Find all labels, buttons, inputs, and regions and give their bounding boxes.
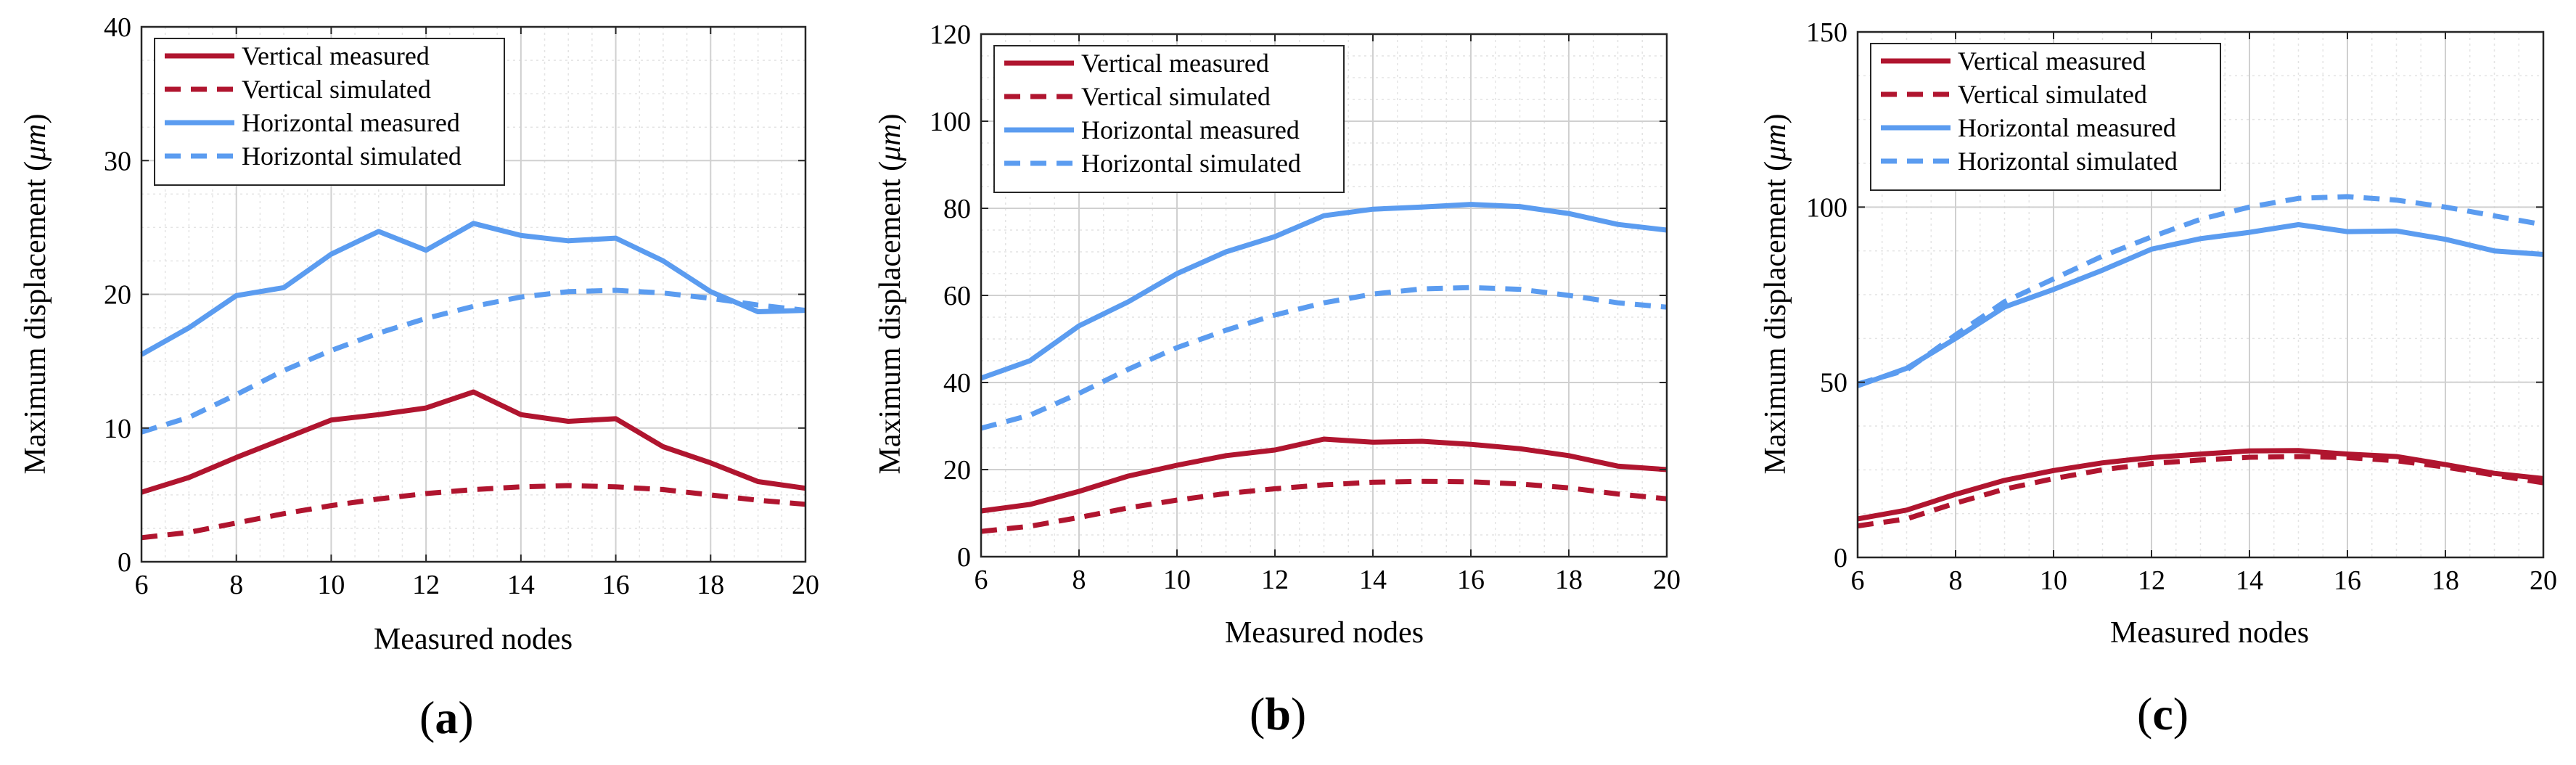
panel-b-legend-box: [993, 45, 1345, 193]
panel-c-legend-label: Vertical measured: [1958, 46, 2146, 75]
panel-a-xtick-label: 14: [507, 570, 535, 600]
panel-b-ytick-label: 60: [943, 281, 971, 311]
panel-a-legend-label: Vertical simulated: [242, 75, 431, 104]
panel-a-ytick-label: 40: [104, 12, 131, 43]
panel-a-ytick-label: 0: [118, 547, 131, 578]
panel-a: 6 8 10 12 14 16 18 20 0 10 20 30 40 Vertical measured…: [19, 12, 819, 743]
panel-a-xtick-label: 20: [792, 570, 819, 600]
panel-b-series-vertical-simulated: [980, 478, 1668, 534]
panel-a-series-vertical-measured: [140, 389, 806, 495]
panel-a-legend-label: Horizontal measured: [242, 108, 460, 137]
panel-c-series-vertical-measured: [1857, 448, 2544, 522]
panel-b-legend-label: Horizontal simulated: [1081, 149, 1301, 178]
panel-b-xtick-label: 12: [1261, 565, 1289, 595]
panel-a-label: (a): [419, 692, 474, 743]
panel-b-ytick-label: 80: [943, 194, 971, 224]
panel-c-xtick-label: 16: [2334, 565, 2361, 596]
panel-a-ytick-label: 10: [104, 414, 131, 444]
panel-a-xtick-label: 12: [412, 570, 440, 600]
panel-b-ylabel: Maximum displacement (μm): [874, 114, 907, 475]
panel-b-ytick-label: 40: [943, 368, 971, 398]
panel-b-legend-label: Horizontal measured: [1081, 115, 1300, 144]
panel-c-ytick-label: 150: [1806, 17, 1847, 48]
panel-c-ytick-label: 100: [1806, 192, 1847, 223]
panel-c: 6 8 10 12 14 16 18 20 0 50 100 150 Vertical measured…: [1759, 17, 2557, 740]
panel-c-legend-box: [1870, 43, 2221, 191]
panel-c-legend: Vertical measured Vertical simulated Horiz…: [1870, 43, 2221, 191]
panel-a-ytick-label: 30: [104, 146, 131, 176]
panel-c-xtick-label: 20: [2530, 565, 2557, 596]
panel-b-series-vertical-measured: [980, 436, 1668, 514]
panel-c-ylabel: Maximum displacement (μm): [1759, 114, 1792, 475]
panel-a-series-vertical-simulated: [141, 483, 806, 541]
panel-c-xtick-label: 6: [1851, 565, 1865, 596]
panel-a-xtick-label: 8: [229, 570, 243, 600]
panel-b-legend: Vertical measured Vertical simulated Horiz…: [993, 45, 1345, 193]
panel-c-xtick-label: 12: [2138, 565, 2165, 596]
panel-b-xtick-label: 16: [1457, 565, 1485, 595]
panel-b-ytick-label: 20: [943, 455, 971, 486]
panel-a-plot: 6 8 10 12 14 16 18 20 0 10 20 30 40 Vertical measured…: [104, 12, 819, 600]
panel-a-series-horizontal-simulated: [140, 287, 806, 435]
panel-b-ytick-label: 100: [930, 107, 971, 137]
panel-a-ticks: 6 8 10 12 14 16 18 20 0 10 20 30 40: [104, 12, 819, 600]
panel-b-xtick-label: 20: [1653, 565, 1681, 595]
panel-a-series-horizontal-measured: [140, 221, 806, 357]
panel-a-xlabel: Measured nodes: [374, 623, 573, 656]
panel-c-ticks: 6 8 10 12 14 16 18 20 0 50 100 150: [1806, 17, 2557, 596]
panel-b-legend-label: Vertical simulated: [1081, 82, 1271, 111]
panel-a-ytick-label: 20: [104, 280, 131, 311]
panel-c-series-group: [1856, 194, 2544, 529]
panel-a-legend-box: [154, 38, 505, 186]
panel-c-xlabel: Measured nodes: [2110, 616, 2309, 650]
panel-a-xtick-label: 16: [602, 570, 630, 600]
panel-b-xlabel: Measured nodes: [1225, 616, 1424, 650]
panel-a-xtick-label: 10: [317, 570, 345, 600]
panel-a-legend-label: Horizontal simulated: [242, 142, 462, 171]
panel-c-series-vertical-simulated: [1857, 454, 2544, 529]
panel-b-xtick-label: 8: [1072, 565, 1086, 595]
panel-c-xtick-label: 18: [2432, 565, 2459, 596]
panel-a-xtick-label: 18: [697, 570, 724, 600]
panel-b-xtick-label: 6: [975, 565, 988, 595]
panel-b-ytick-label: 120: [930, 20, 971, 50]
panel-c-series-horizontal-simulated: [1857, 194, 2544, 387]
panel-b-xtick-label: 18: [1555, 565, 1583, 595]
panel-c-xtick-label: 10: [2040, 565, 2067, 596]
panel-c-xtick-label: 8: [1949, 565, 1963, 596]
panel-a-legend: Vertical measured Vertical simulated Horiz…: [154, 38, 505, 186]
panel-c-legend-label: Horizontal simulated: [1958, 147, 2178, 176]
panel-b-xtick-label: 10: [1163, 565, 1191, 595]
panel-b-series-horizontal-simulated: [980, 285, 1668, 431]
panel-c-ytick-label: 0: [1834, 543, 1847, 573]
panel-c-legend-label: Vertical simulated: [1958, 80, 2147, 109]
panel-b-legend-label: Vertical measured: [1081, 49, 1269, 78]
panel-c-plot: 6 8 10 12 14 16 18 20 0 50 100 150 Vertical measured…: [1806, 17, 2557, 596]
panel-c-ytick-label: 50: [1820, 368, 1847, 398]
panel-b-series-group: [980, 202, 1668, 534]
panel-c-series-horizontal-measured: [1856, 222, 2544, 388]
panel-c-legend-label: Horizontal measured: [1958, 113, 2176, 142]
panel-a-legend-label: Vertical measured: [242, 41, 430, 70]
panel-c-label: (c): [2137, 688, 2189, 740]
panel-a-series-group: [140, 221, 806, 541]
panel-b-plot: 6 8 10 12 14 16 18 20 0 20 40 60 80 100 120 Vertical me…: [930, 20, 1681, 595]
panel-c-axes-box: [1856, 30, 2545, 559]
panel-b-ticks: 6 8 10 12 14 16 18 20 0 20 40 60 80 100 120: [930, 20, 1681, 595]
panel-b: 6 8 10 12 14 16 18 20 0 20 40 60 80 100 120 Vertical me…: [874, 20, 1681, 740]
panel-b-series-horizontal-measured: [980, 202, 1668, 381]
panel-b-label: (b): [1250, 688, 1306, 740]
panel-b-ytick-label: 0: [957, 542, 971, 573]
panel-b-xtick-label: 14: [1359, 565, 1387, 595]
panel-a-ylabel: Maximum displacement (μm): [19, 114, 52, 475]
panel-c-xtick-label: 14: [2236, 565, 2263, 596]
panel-a-xtick-label: 6: [135, 570, 149, 600]
